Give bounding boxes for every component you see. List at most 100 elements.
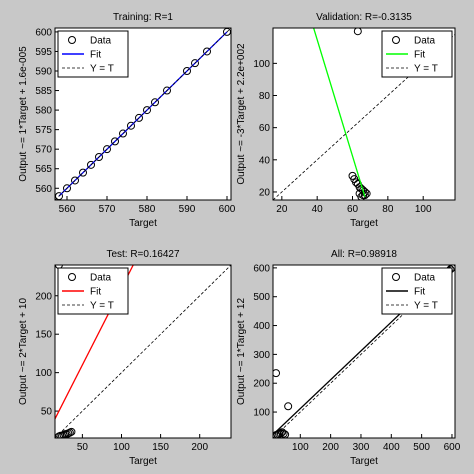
subplot-title: Validation: R=-0.3135 [316,12,412,23]
axes-box [272,27,456,201]
y-tick-label: 100 [253,59,270,70]
x-tick-label: 590 [179,204,196,215]
y-tick-label: 300 [253,350,270,361]
data-point [103,145,111,154]
x-tick-label: 400 [383,442,400,453]
data-point [273,369,281,378]
x-tick-label: 500 [413,442,430,453]
y-tick-label: 60 [259,123,271,134]
data-point [79,168,87,177]
y-axis-label: Output ~= 2*Target + 10 [18,298,29,405]
data-point [163,86,171,95]
y-tick-label: 20 [259,187,271,198]
data-point [111,137,119,146]
legend-label: Data [414,273,436,284]
data-point [284,402,293,411]
y-axis-label: Output ~= 1*Target + 12 [236,298,247,405]
data-point [281,430,290,438]
x-tick-label: 100 [292,442,309,453]
x-axis-label: Target [350,456,378,467]
y-tick-label: 200 [35,291,52,302]
data-point [87,160,95,169]
data-point [63,184,71,193]
y-tick-label: 590 [35,67,52,78]
x-tick-label: 570 [99,204,116,215]
data-point [353,28,362,36]
x-axis-label: Target [350,218,378,229]
legend: Data Fit Y = T [57,30,129,78]
axes-box [272,264,456,439]
x-tick-label: 50 [77,442,89,453]
legend-marker [392,273,400,281]
y-axis-label: Output ~= 1*Target + 1.6e-005 [18,46,29,182]
legend-label: Y = T [90,64,114,75]
y-tick-label: 580 [35,106,52,117]
subplot: Validation: R=-0.3135 Target Output ~= -3*… [236,12,456,229]
x-tick-label: 300 [353,442,370,453]
identity-line [55,28,231,200]
subplot: Training: R=1 Target Output ~= 1*Target + … [18,12,236,229]
subplot-title: All: R=0.98918 [331,249,397,260]
x-tick-label: 100 [415,204,432,215]
legend: Data Fit Y = T [57,267,129,315]
y-tick-label: 400 [253,321,270,332]
y-tick-label: 600 [35,27,52,38]
legend: Data Fit Y = T [381,30,453,78]
subplot-title: Training: R=1 [113,12,173,23]
data-point [119,129,127,138]
x-tick-label: 600 [219,204,236,215]
x-tick-label: 40 [312,204,324,215]
y-tick-label: 560 [35,184,52,195]
subplot: All: R=0.98918 Target Output ~= 1*Target +… [236,249,461,467]
legend-label: Data [414,36,436,47]
y-tick-label: 80 [259,91,271,102]
y-tick-label: 200 [253,379,270,390]
x-tick-label: 100 [113,442,130,453]
x-tick-label: 80 [382,204,394,215]
y-tick-label: 100 [35,368,52,379]
fit-line [313,28,366,197]
legend-label: Fit [90,287,101,298]
x-tick-label: 200 [191,442,208,453]
data-point [135,113,143,122]
x-tick-label: 600 [444,442,461,453]
x-tick-label: 150 [152,442,169,453]
y-tick-label: 50 [41,407,53,418]
data-point [67,427,76,436]
legend-label: Data [90,273,112,284]
legend-marker [392,36,400,44]
data-point [127,121,135,130]
data-point [203,47,211,56]
identity-line [273,265,455,438]
data-point [279,429,288,438]
identity-line [55,265,231,438]
legend-label: Fit [414,287,425,298]
data-point [360,191,369,200]
legend-label: Fit [414,50,425,61]
legend-label: Y = T [90,301,114,312]
x-axis-label: Target [129,218,157,229]
y-tick-label: 595 [35,47,52,58]
legend-label: Y = T [414,301,438,312]
y-tick-label: 40 [259,155,271,166]
y-tick-label: 570 [35,145,52,156]
y-tick-label: 600 [253,263,270,274]
x-tick-label: 580 [139,204,156,215]
legend-label: Fit [90,50,101,61]
x-tick-label: 20 [276,204,288,215]
legend-label: Data [90,36,112,47]
legend-marker [68,273,76,281]
data-point [95,153,103,161]
subplot: Test: R=0.16427 Target Output ~= 2*Target … [18,249,232,467]
data-point [183,67,191,75]
axes-box [54,264,232,439]
legend-marker [68,36,76,44]
y-tick-label: 575 [35,125,52,136]
data-point [71,176,79,185]
data-point [151,98,159,107]
legend-label: Y = T [414,64,438,75]
axes-box [54,27,232,201]
plot-content [55,28,231,200]
